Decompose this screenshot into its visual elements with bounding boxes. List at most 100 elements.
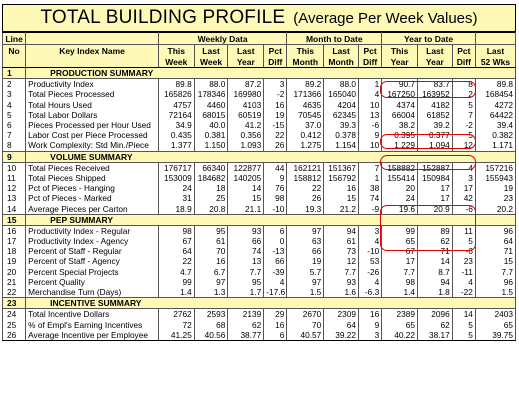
value-cell: 1.150 [193, 140, 229, 151]
value-cell: 9 [357, 130, 383, 141]
value-cell: 26 [263, 140, 288, 151]
value-cell: -9 [357, 203, 383, 215]
header-weekly-data: Weekly Data [157, 32, 288, 45]
key-index-name: Total Pieces Shipped [25, 172, 159, 184]
value-cell: 14 [451, 308, 476, 320]
value-cell: 39.75 [474, 329, 517, 341]
value-cell: 17 [381, 256, 418, 267]
value-cell: 7.7 [227, 266, 265, 277]
value-cell: 1.7 [227, 286, 265, 298]
key-index-name: % of Empl's Earning Incentives [25, 319, 159, 330]
value-cell: 74 [357, 193, 383, 204]
value-cell: 94 [417, 276, 453, 287]
line-number: 20 [1, 266, 27, 277]
value-cell: 22 [286, 183, 325, 194]
value-cell: 31 [157, 193, 195, 204]
header-pct: Pct [263, 44, 288, 56]
value-cell: -15 [263, 119, 288, 131]
line-number: 5 [1, 109, 27, 120]
value-cell: 25 [193, 193, 229, 204]
key-index-name: Total Labor Dollars [25, 109, 159, 120]
value-cell: 18.9 [157, 203, 195, 215]
key-index-name: Total Pieces Processed [25, 89, 159, 100]
value-cell: 97 [193, 276, 229, 287]
table-row: 21 Percent Quality 99 97 95 4 97 93 4 98 94 4 96 [1, 276, 517, 287]
value-cell: 1.4 [381, 286, 418, 298]
value-cell: 122877 [227, 162, 265, 173]
value-cell: 17 [417, 193, 453, 204]
value-cell: 70 [286, 319, 325, 330]
value-cell: 60519 [227, 109, 265, 120]
header-month: Month [323, 56, 359, 68]
header-diff: Diff [263, 56, 288, 68]
value-cell: 98 [157, 225, 195, 236]
value-cell: 3 [451, 172, 476, 184]
line-number: 3 [1, 89, 27, 100]
line-number: 13 [1, 193, 27, 204]
value-cell: 53 [357, 256, 383, 267]
value-cell: 40.22 [381, 329, 418, 341]
value-cell: 39.4 [474, 119, 517, 131]
value-cell: 67 [381, 246, 418, 257]
value-cell: 98 [263, 193, 288, 204]
value-cell: 2403 [474, 308, 517, 320]
key-index-name: Total Pieces Received [25, 162, 159, 173]
value-cell: 9 [357, 319, 383, 330]
section-row: 1 PRODUCTION SUMMARY [1, 66, 516, 80]
header-key-index: Key Index Name [25, 44, 159, 56]
value-cell: 76 [263, 183, 288, 194]
header-diff: Diff [451, 56, 476, 68]
value-cell: 93 [227, 225, 265, 236]
value-cell: 16 [263, 99, 288, 110]
value-cell: 184682 [193, 172, 229, 184]
value-cell: 97 [286, 225, 325, 236]
value-cell: 2389 [381, 308, 418, 320]
value-cell: 22 [157, 256, 195, 267]
value-cell: 165826 [157, 89, 195, 100]
value-cell: 16 [193, 256, 229, 267]
value-cell: 66 [263, 256, 288, 267]
value-cell: -13 [263, 246, 288, 257]
value-cell: 0 [263, 236, 288, 247]
value-cell: 14 [417, 256, 453, 267]
value-cell: 39.3 [323, 119, 359, 131]
table-row: 26 Average Incentive per Employee 41.25 40.… [1, 329, 517, 341]
value-cell: 4 [263, 276, 288, 287]
value-cell: 7 [451, 109, 476, 120]
value-cell: 66340 [193, 162, 229, 173]
value-cell: 61 [193, 236, 229, 247]
line-number: 1 [1, 66, 27, 80]
value-cell: 68 [193, 319, 229, 330]
value-cell: 16 [323, 183, 359, 194]
table-row: 10 Total Pieces Received 176717 66340 122877… [1, 162, 517, 173]
section-title: INCENTIVE SUMMARY [25, 297, 516, 310]
value-cell: 95 [193, 225, 229, 236]
header-blank-last [474, 32, 517, 45]
line-number: 18 [1, 246, 27, 257]
value-cell: 0.382 [474, 130, 517, 141]
section-title: VOLUME SUMMARY [25, 150, 516, 163]
header-last: Last [323, 44, 359, 56]
header-no: No [1, 44, 27, 56]
header-blank [25, 56, 159, 68]
header-row-2: No Key Index Name This Last Last Pct Thi… [1, 44, 517, 56]
value-cell: 155414 [381, 172, 418, 184]
header-line: Line [1, 32, 27, 45]
value-cell: 10 [357, 140, 383, 151]
value-cell: 157216 [474, 162, 517, 173]
value-cell: -10 [357, 246, 383, 257]
value-cell: 95 [227, 276, 265, 287]
value-cell: 38.17 [417, 329, 453, 341]
value-cell: 7.7 [323, 266, 359, 277]
header-52-weeks: 52 Wks [474, 56, 517, 68]
report-title: TOTAL BUILDING PROFILE [40, 7, 286, 28]
value-cell: 61852 [417, 109, 453, 120]
value-cell: 17 [417, 183, 453, 194]
header-month-to-date: Month to Date [286, 32, 383, 45]
value-cell: 4757 [157, 99, 195, 110]
table-row: 25% of Empl's Earning Incentives 72 68 62 16… [1, 319, 517, 330]
value-cell: 11 [451, 225, 476, 236]
value-cell: -22 [451, 286, 476, 298]
value-cell: 99 [381, 225, 418, 236]
section-row: 23 INCENTIVE SUMMARY [1, 297, 516, 310]
